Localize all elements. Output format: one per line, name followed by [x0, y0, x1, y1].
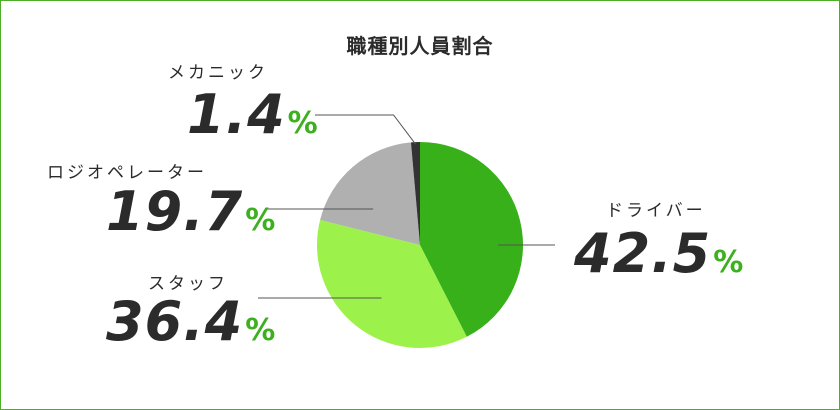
pie-slice	[420, 142, 523, 337]
percent-sign: %	[287, 106, 318, 141]
percent-sign: %	[245, 313, 276, 348]
pie-slice	[317, 220, 467, 348]
leader-line	[315, 114, 416, 145]
slice-value-logi-operator: 19.7%	[106, 180, 275, 243]
slice-value-number: 1.4	[187, 83, 286, 146]
slice-value-number: 36.4	[106, 290, 244, 353]
slice-label-mechanic: メカニック	[168, 63, 268, 83]
slice-value-driver: 42.5%	[574, 222, 743, 285]
slice-value-mechanic: 1.4%	[187, 83, 318, 146]
chart-title: 職種別人員割合	[346, 34, 494, 58]
slice-label-logi-operator: ロジオペレーター	[47, 163, 207, 183]
pie-slice	[410, 142, 420, 245]
slice-value-number: 19.7	[106, 180, 244, 243]
percent-sign: %	[713, 245, 744, 280]
slice-value-number: 42.5	[574, 222, 712, 285]
slice-label-staff: スタッフ	[148, 274, 228, 294]
slice-value-staff: 36.4%	[106, 290, 275, 353]
percent-sign: %	[245, 203, 276, 238]
pie-slice	[320, 142, 420, 245]
slice-label-driver: ドライバー	[606, 201, 706, 221]
